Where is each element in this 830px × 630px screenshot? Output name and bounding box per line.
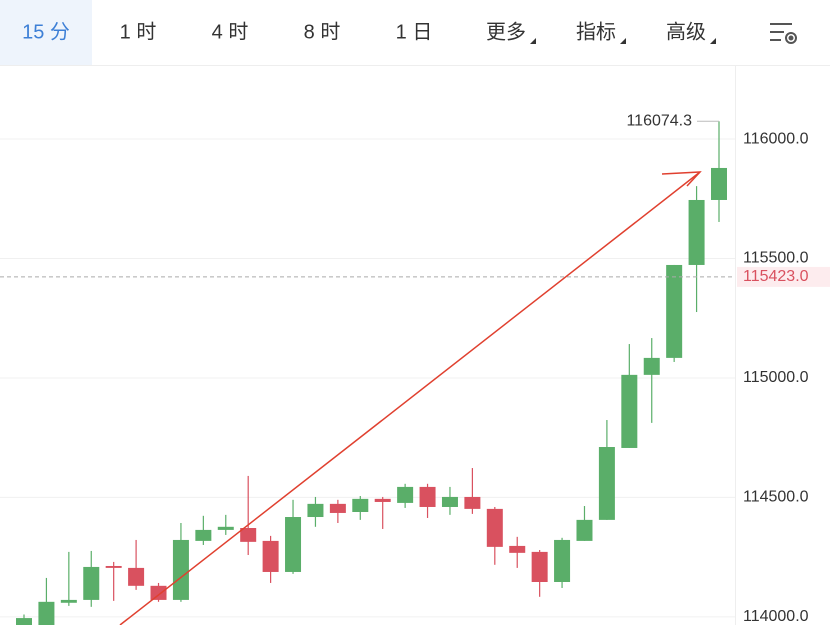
candle-body xyxy=(397,486,414,503)
candle-body xyxy=(419,486,436,507)
y-tick-label: 114500.0 xyxy=(743,489,809,506)
candle-body xyxy=(307,503,324,518)
tab-label: 1 日 xyxy=(396,21,433,43)
candle-body xyxy=(83,566,100,600)
settings-icon[interactable] xyxy=(770,23,797,44)
candle-body xyxy=(128,567,145,586)
candle-body xyxy=(643,357,660,375)
candle-body xyxy=(374,498,391,502)
candle-body xyxy=(285,517,302,572)
tab-active-bg xyxy=(0,0,92,65)
candle-body xyxy=(16,618,32,625)
arrow-head xyxy=(661,171,702,187)
tab-label: 15 分 xyxy=(22,20,70,43)
candle-body xyxy=(598,447,615,520)
candle-body xyxy=(688,199,705,265)
candle-body xyxy=(464,496,481,509)
candle-body xyxy=(262,540,279,572)
dropdown-caret xyxy=(620,38,626,44)
candle-body xyxy=(509,545,526,553)
candle-body xyxy=(195,529,212,541)
candle-body xyxy=(38,601,55,625)
grid xyxy=(0,138,735,618)
tab-label: 4 时 xyxy=(212,20,249,43)
y-axis: 114000.0 114500.0 115000.0 115500.0 116000.0… xyxy=(737,130,830,625)
tab-label: 8 时 xyxy=(304,20,341,43)
tab[interactable]: 高级 xyxy=(666,20,716,44)
y-tick-label: 115500.0 xyxy=(743,250,809,267)
tab[interactable]: 更多 xyxy=(486,20,536,44)
tab-label: 1 时 xyxy=(120,20,157,43)
candle-body xyxy=(441,496,458,507)
tab-label: 高级 xyxy=(666,20,706,43)
dropdown-caret xyxy=(530,38,536,44)
candle-body xyxy=(352,498,369,512)
candle-body xyxy=(486,508,503,547)
plot-area xyxy=(0,121,735,625)
tab[interactable]: 指标 xyxy=(576,20,626,44)
tab[interactable]: 1 日 xyxy=(396,21,433,43)
candle-body xyxy=(60,599,77,603)
y-tick-label: 116000.0 xyxy=(743,130,809,147)
candle-body xyxy=(329,503,346,513)
y-tick-label: 114000.0 xyxy=(743,608,809,625)
y-tick-label: 115000.0 xyxy=(743,369,809,386)
last-price-label: 115423.0 xyxy=(743,268,809,285)
candle-body xyxy=(554,539,571,582)
tab[interactable]: 1 时 xyxy=(120,20,157,43)
tab-label: 指标 xyxy=(576,20,616,43)
candle-body xyxy=(666,264,683,358)
candle-body xyxy=(240,528,257,542)
dropdown-caret xyxy=(710,38,716,44)
toolbar: 15 分 1 时 4 时 8 时 1 日 更多 指标 高级 xyxy=(0,0,716,65)
candle-body xyxy=(150,585,167,600)
tab[interactable]: 8 时 xyxy=(304,20,341,43)
tab[interactable]: 15 分 xyxy=(0,0,92,65)
last-price-bg xyxy=(737,266,830,287)
candle-body xyxy=(105,565,122,568)
candle-body xyxy=(711,167,727,200)
trend-arrow xyxy=(119,171,701,626)
candle-body xyxy=(172,539,189,600)
candle-body xyxy=(576,519,593,541)
candle-body xyxy=(531,551,548,582)
candle-body xyxy=(217,526,234,530)
tab-label: 更多 xyxy=(486,20,526,43)
tab[interactable]: 4 时 xyxy=(212,20,249,43)
high-label: 116074.3 xyxy=(626,113,692,130)
candle-body xyxy=(621,374,638,448)
